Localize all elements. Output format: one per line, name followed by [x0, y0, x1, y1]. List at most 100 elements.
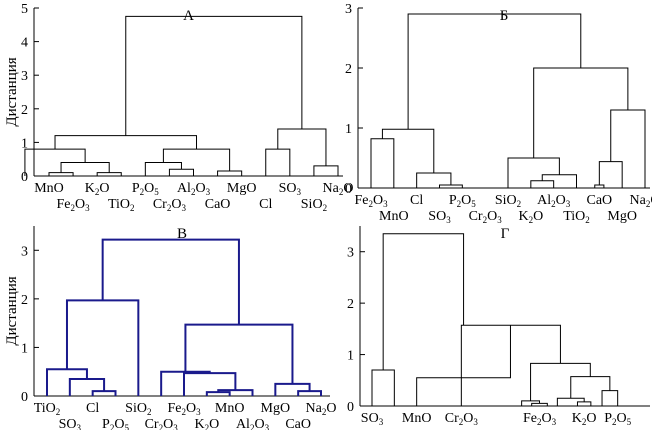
- leaf-label: SO3: [279, 181, 302, 197]
- leaf-label: MnO: [379, 209, 409, 224]
- leaf-label: Cl: [410, 193, 423, 208]
- dendrogram-link: [507, 157, 560, 188]
- dendrogram-link: [530, 362, 591, 401]
- dendrogram-link: [416, 172, 452, 188]
- y-tick-label: 4: [21, 36, 28, 51]
- y-tick-label: 1: [21, 136, 28, 151]
- leaf-label: Al2O3: [177, 181, 211, 197]
- leaf-label: SO3: [428, 209, 451, 225]
- dendrogram-link: [297, 390, 322, 396]
- leaf-label: K2O: [85, 181, 110, 197]
- y-tick-label: 1: [21, 341, 28, 356]
- dendrogram-link: [313, 165, 339, 176]
- leaf-label: Fe2O3: [57, 197, 91, 213]
- leaf-label: CaO: [285, 417, 311, 430]
- dendrogram-link: [381, 128, 435, 173]
- leaf-label: P2O5: [449, 193, 476, 209]
- y-tick-label: 1: [347, 349, 354, 364]
- dendrogram-link: [416, 325, 511, 406]
- leaf-label: TiO2: [563, 209, 590, 225]
- leaf-label: SO3: [361, 411, 384, 427]
- dendrogram-link: [46, 368, 88, 396]
- y-tick-label: 0: [347, 400, 354, 415]
- y-tick-label: 0: [345, 182, 352, 197]
- dendrogram-link: [460, 324, 561, 406]
- panel-title: Б: [500, 8, 509, 24]
- leaf-label: SiO2: [495, 193, 521, 209]
- leaf-label: P2O5: [102, 417, 129, 430]
- dendrogram-link: [576, 401, 592, 406]
- dendrogram-link: [370, 138, 395, 188]
- y-tick-label: 5: [21, 2, 28, 17]
- leaf-label: TiO2: [108, 197, 135, 213]
- panel-title: В: [177, 226, 187, 242]
- leaf-label: MnO: [215, 401, 245, 416]
- dendrogram-link: [382, 233, 465, 370]
- dendrogram-link: [277, 128, 327, 166]
- leaf-label: K2O: [572, 411, 597, 427]
- leaf-label: CaO: [586, 193, 612, 208]
- y-tick-label: 2: [347, 297, 354, 312]
- leaf-label: MgO: [261, 401, 291, 416]
- dendrogram-link: [184, 323, 294, 384]
- dendrogram-link: [598, 161, 623, 188]
- leaf-label: P2O5: [132, 181, 159, 197]
- y-tick-label: 3: [347, 246, 354, 261]
- dendrogram-link: [168, 168, 194, 176]
- y-axis-label: Дистанция: [4, 57, 20, 126]
- dendrogram-link: [162, 148, 231, 171]
- leaf-label: MnO: [34, 181, 64, 196]
- leaf-label: SO3: [59, 417, 82, 430]
- leaf-label: Na2O: [306, 401, 337, 417]
- dendrogram-link: [217, 170, 243, 176]
- dendrogram-link: [60, 162, 110, 173]
- leaf-label: P2O5: [604, 411, 631, 427]
- dendrogram-link: [407, 13, 582, 130]
- dendrogram-link: [65, 299, 140, 396]
- y-tick-label: 1: [345, 122, 352, 137]
- dendrogram-link: [533, 67, 629, 158]
- leaf-label: K2O: [194, 417, 219, 430]
- dendrogram-link: [96, 172, 122, 176]
- dendrogram-link: [274, 382, 311, 396]
- y-tick-label: 0: [21, 390, 28, 405]
- leaf-label: MgO: [227, 181, 257, 196]
- panel-g: 0 1 2 3 Г SO3 MnO Cr2O3 Fe2O3 K2O P2O5: [347, 226, 650, 427]
- leaf-label: Cl: [259, 197, 272, 212]
- leaf-label: SiO2: [301, 197, 327, 213]
- leaf-label: Al2O3: [537, 193, 571, 209]
- leaf-label: Cr2O3: [145, 417, 179, 430]
- leaf-label: Fe2O3: [167, 401, 201, 417]
- dendrogram-link: [530, 180, 555, 188]
- dendrogram-link: [101, 238, 240, 325]
- dendrogram-link: [205, 391, 231, 396]
- leaf-label: TiO2: [34, 401, 61, 417]
- y-axis-label: Дистанция: [4, 276, 20, 345]
- dendrogram-link: [371, 369, 395, 406]
- dendrogram-link: [160, 370, 211, 396]
- panel-title: Г: [501, 226, 510, 242]
- y-tick-label: 3: [345, 2, 352, 17]
- dendrogram-link: [265, 148, 291, 176]
- y-tick-label: 2: [21, 103, 28, 118]
- leaf-label: Cr2O3: [445, 411, 479, 427]
- dendrogram-link: [556, 397, 585, 406]
- leaf-label: Cl: [86, 401, 99, 416]
- y-tick-label: 2: [345, 62, 352, 77]
- dendrogram-link: [570, 376, 611, 399]
- dendrogram-link: [531, 402, 548, 406]
- y-tick-label: 3: [21, 244, 28, 259]
- y-tick-label: 2: [21, 293, 28, 308]
- dendrogram-link: [54, 135, 198, 150]
- leaf-label: Na2O: [323, 181, 354, 197]
- leaf-label: Na2O: [630, 193, 652, 209]
- y-tick-label: 3: [21, 69, 28, 84]
- dendrogram-link: [68, 378, 106, 396]
- dendrogram-link: [125, 15, 303, 136]
- dendrogram-link: [91, 390, 117, 396]
- leaf-label: Al2O3: [236, 417, 270, 430]
- dendrogram-link: [601, 390, 619, 406]
- leaf-label: Fe2O3: [354, 193, 388, 209]
